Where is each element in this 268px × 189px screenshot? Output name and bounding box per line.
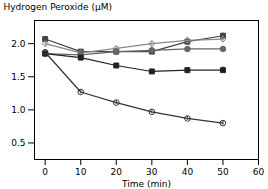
svg-text:20: 20 [111, 167, 123, 177]
svg-text:40: 40 [182, 167, 194, 177]
svg-text:60: 60 [253, 167, 265, 177]
svg-text:0: 0 [42, 167, 48, 177]
svg-text:Time (min): Time (min) [121, 179, 171, 189]
svg-text:2.0: 2.0 [11, 39, 26, 49]
svg-text:1.0: 1.0 [11, 105, 26, 115]
svg-text:30: 30 [146, 167, 158, 177]
svg-text:50: 50 [217, 167, 229, 177]
svg-text:1.5: 1.5 [11, 72, 25, 82]
svg-text:0.5: 0.5 [11, 138, 25, 148]
svg-text:10: 10 [75, 167, 87, 177]
svg-text:Hydrogen Peroxide (μM): Hydrogen Peroxide (μM) [4, 2, 112, 12]
